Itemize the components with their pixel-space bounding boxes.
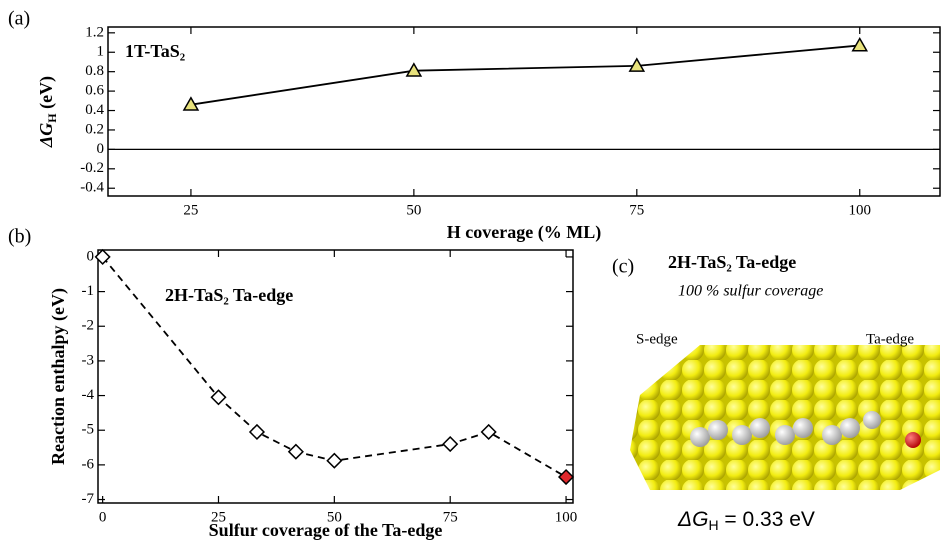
chart-title: 2H-TaS₂ Ta-edge [165,285,293,305]
result-symbol: ΔG [677,508,708,531]
panel-label: (a) [8,8,30,30]
y-tick-label: -2 [82,318,95,334]
y-tick-label: -0.2 [80,160,104,176]
data-point [250,425,264,439]
x-tick-label: 75 [629,202,644,218]
panel-c-image [630,345,940,490]
x-axis-label: Sulfur coverage of the Ta-edge [209,520,443,540]
edge-label: Ta-edge [866,331,914,347]
y-tick-label: 1.2 [85,24,104,40]
y-tick-label: -3 [82,352,95,368]
y-tick-label: 0.4 [85,102,104,118]
data-point [559,470,573,484]
x-tick-label: 100 [555,509,578,525]
y-tick-label: -6 [82,456,95,472]
y-tick-label: 0.8 [85,63,104,79]
y-axis-label: Reaction enthalpy (eV) [48,288,69,465]
y-tick-label: -5 [82,422,95,438]
y-tick-label: -4 [82,387,95,403]
data-line [191,45,860,104]
y-tick-label: -0.4 [80,180,104,196]
plot-frame [108,27,940,196]
result-value: = 0.33 eV [719,508,815,531]
y-axis-label: ΔGH (eV) [36,76,59,148]
data-point [327,454,341,468]
result-label: ΔGH = 0.33 eV [677,508,815,533]
y-tick-label: 0 [97,141,105,157]
panel-label: (c) [612,256,634,278]
x-tick-label: 25 [183,202,198,218]
y-tick-label: 1 [97,44,105,60]
panel-title: 2H-TaS₂ Ta-edge [668,252,796,272]
data-point [211,390,225,404]
y-tick-label: -7 [82,491,95,507]
y-tick-label: 0.2 [85,121,104,137]
chart-title: 1T-TaS₂ [125,41,185,61]
result-subscript: H [708,517,718,533]
y-axis-label-part: Reaction enthalpy (eV) [48,288,69,465]
edge-label: S-edge [636,331,678,347]
x-tick-label: 50 [406,202,421,218]
data-point [853,38,867,50]
data-point [443,437,457,451]
y-tick-label: 0 [87,248,95,264]
y-axis-label-part: (eV) [36,76,57,113]
figure: (c) 2H-TaS₂ Ta-edge 100 % sulfur coverag… [0,0,941,542]
x-axis-label: H coverage (% ML) [447,222,601,243]
y-tick-label: -1 [82,283,95,299]
y-tick-label: 0.6 [85,83,104,99]
panel-subtitle: 100 % sulfur coverage [678,283,823,300]
data-point [289,445,303,459]
x-tick-label: 75 [443,509,458,525]
data-point [482,425,496,439]
x-tick-label: 0 [99,509,107,525]
x-tick-label: 100 [848,202,871,218]
y-axis-label-part: ΔG [36,123,56,148]
panel-label: (b) [8,226,31,248]
